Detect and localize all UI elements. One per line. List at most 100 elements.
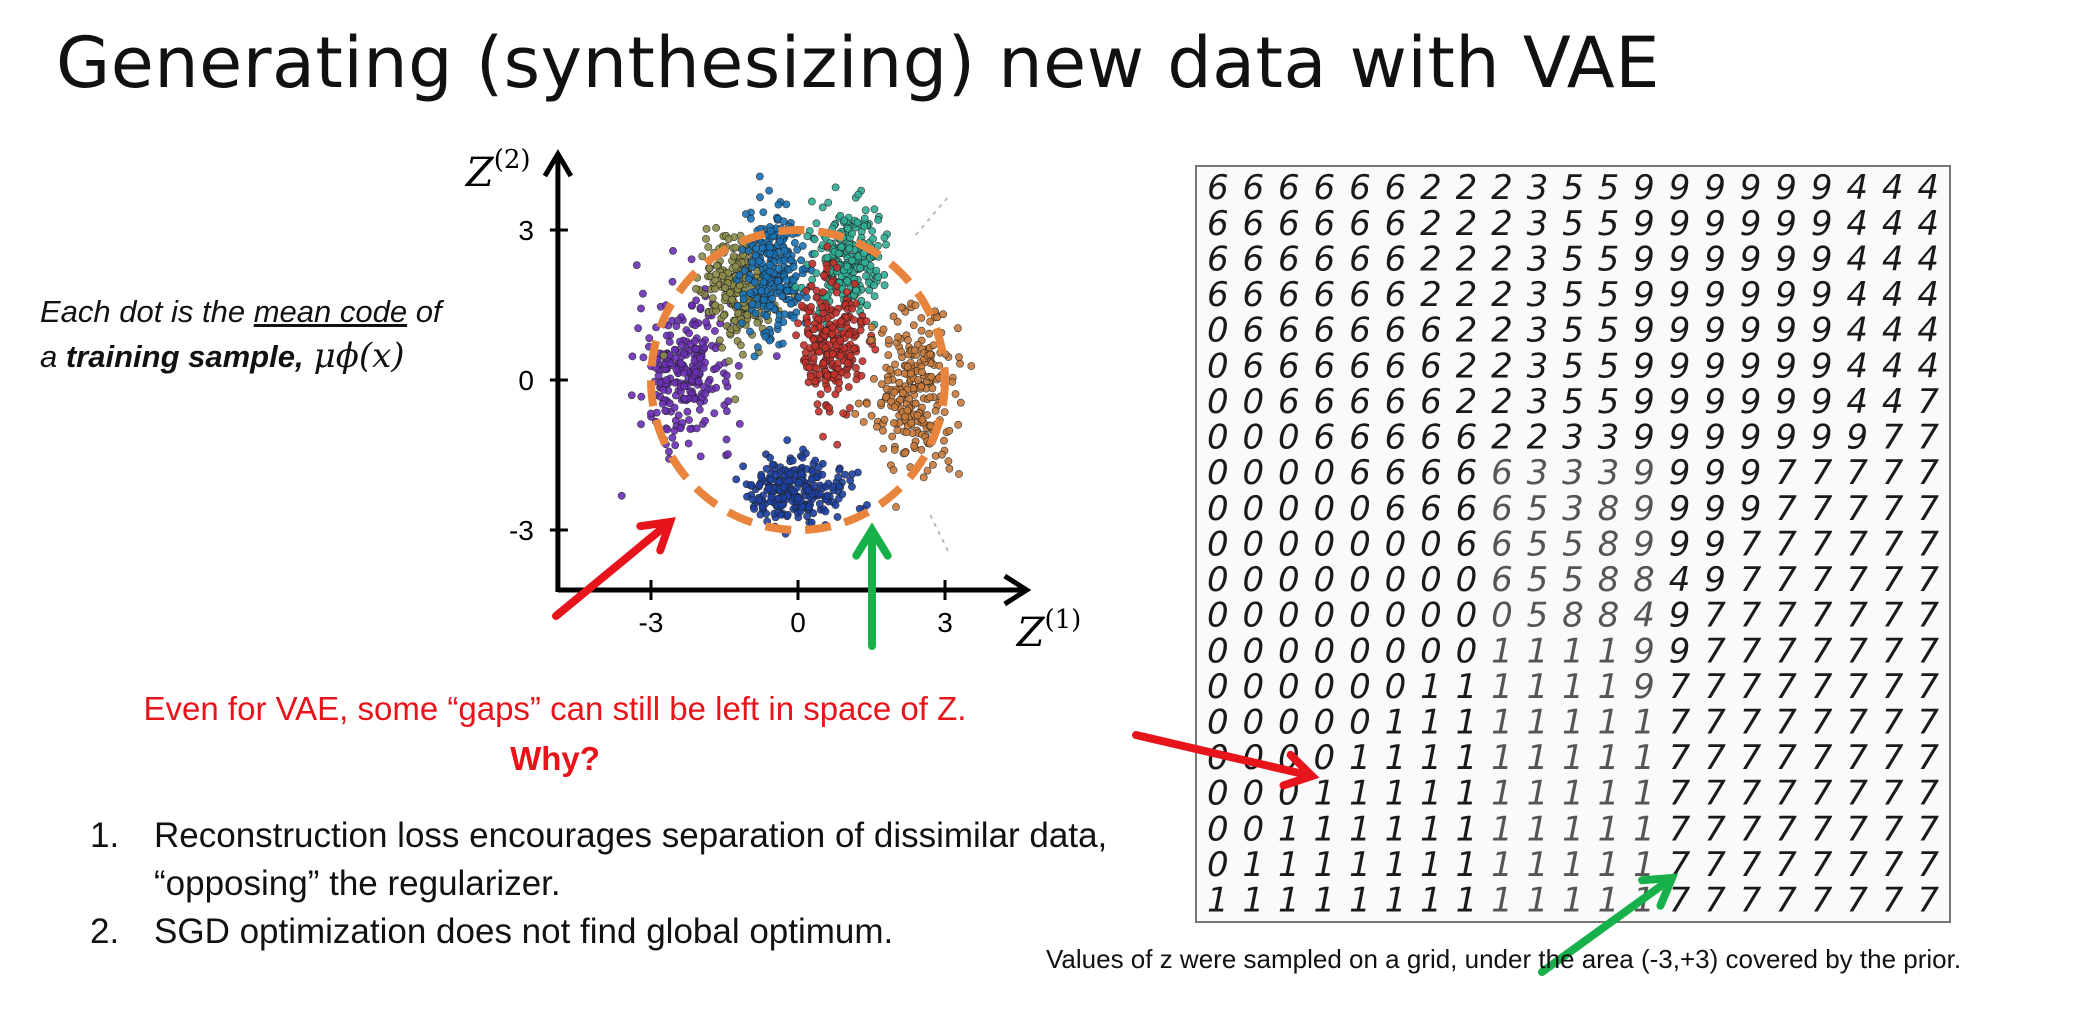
scatter-point bbox=[711, 301, 720, 310]
digit-cell: 6 bbox=[1349, 275, 1371, 315]
digit-cell: 7 bbox=[1740, 560, 1762, 600]
digit-cell: 7 bbox=[1775, 560, 1797, 600]
digit-cell: 9 bbox=[1669, 453, 1691, 493]
digit-cell: 3 bbox=[1527, 168, 1549, 208]
digit-cell: 3 bbox=[1527, 204, 1549, 244]
digit-cell: 5 bbox=[1598, 168, 1620, 208]
digit-cell: 0 bbox=[1207, 489, 1229, 529]
scatter-point bbox=[754, 343, 762, 352]
digit-cell: 6 bbox=[1242, 168, 1264, 208]
digit-cell: 0 bbox=[1242, 453, 1264, 493]
scatter-point bbox=[680, 382, 689, 391]
digit-cell: 9 bbox=[1775, 239, 1797, 279]
scatter-point bbox=[692, 424, 701, 433]
digit-cell: 0 bbox=[1313, 524, 1335, 564]
scatter-point bbox=[692, 284, 700, 293]
scatter-point bbox=[736, 341, 745, 350]
digit-cell: 9 bbox=[1633, 489, 1655, 529]
digit-cell: 6 bbox=[1207, 204, 1229, 244]
digit-cell: 7 bbox=[1846, 631, 1868, 671]
digit-cell: 0 bbox=[1313, 453, 1335, 493]
digit-cell: 0 bbox=[1313, 560, 1335, 600]
digit-cell: 8 bbox=[1598, 596, 1620, 636]
scatter-point bbox=[750, 352, 759, 361]
digit-cell: 9 bbox=[1811, 382, 1833, 422]
scatter-point bbox=[768, 294, 777, 303]
digit-cell: 6 bbox=[1313, 168, 1335, 208]
scatter-point bbox=[731, 262, 740, 271]
digit-cell: 7 bbox=[1811, 774, 1833, 814]
note-line-1: Each dot is the mean code of bbox=[40, 290, 442, 334]
digit-cell: 2 bbox=[1456, 311, 1478, 351]
digit-cell: 2 bbox=[1456, 382, 1478, 422]
digit-cell: 7 bbox=[1846, 774, 1868, 814]
digit-cell: 9 bbox=[1775, 346, 1797, 386]
digit-cell: 4 bbox=[1846, 204, 1868, 244]
digit-cell: 2 bbox=[1491, 346, 1513, 386]
digit-cell: 2 bbox=[1456, 168, 1478, 208]
digit-cell: 1 bbox=[1420, 809, 1442, 849]
scatter-point bbox=[735, 271, 744, 280]
scatter-point bbox=[701, 389, 710, 398]
scatter-point bbox=[712, 270, 720, 279]
scatter-point bbox=[658, 399, 667, 408]
digit-cell: 9 bbox=[1633, 275, 1655, 315]
digit-cell: 1 bbox=[1420, 845, 1442, 885]
digit-cell: 5 bbox=[1562, 311, 1584, 351]
digit-cell: 1 bbox=[1527, 774, 1549, 814]
digit-cell: 3 bbox=[1527, 382, 1549, 422]
digit-cell: 9 bbox=[1740, 453, 1762, 493]
digit-cell: 1 bbox=[1562, 809, 1584, 849]
digit-cell: 7 bbox=[1811, 809, 1833, 849]
scatter-point bbox=[680, 394, 689, 403]
scatter-point bbox=[692, 368, 700, 377]
scatter-point bbox=[684, 439, 693, 448]
digit-cell: 1 bbox=[1491, 809, 1513, 849]
digit-cell: 7 bbox=[1846, 560, 1868, 600]
scatter-point bbox=[639, 353, 648, 362]
scatter-point bbox=[756, 193, 764, 202]
digit-cell: 7 bbox=[1882, 667, 1904, 707]
scatter-point bbox=[645, 334, 654, 343]
scatter-point bbox=[725, 357, 733, 365]
digit-cell: 4 bbox=[1882, 239, 1904, 279]
digit-cell: 0 bbox=[1242, 524, 1264, 564]
digit-cell: 4 bbox=[1882, 168, 1904, 208]
scatter-point bbox=[687, 255, 696, 264]
digit-cell: 7 bbox=[1811, 667, 1833, 707]
note-prefix: Each dot is the bbox=[40, 294, 254, 329]
digit-cell: 1 bbox=[1562, 774, 1584, 814]
digit-cell: 0 bbox=[1420, 596, 1442, 636]
digit-cell: 9 bbox=[1740, 275, 1762, 315]
digit-cell: 7 bbox=[1882, 418, 1904, 458]
scatter-point bbox=[696, 452, 705, 461]
scatter-point bbox=[637, 420, 645, 429]
digit-cell: 5 bbox=[1598, 239, 1620, 279]
digit-cell: 7 bbox=[1846, 809, 1868, 849]
digit-cell: 3 bbox=[1562, 453, 1584, 493]
digit-cell: 6 bbox=[1207, 239, 1229, 279]
digit-cell: 9 bbox=[1633, 346, 1655, 386]
digit-cell: 0 bbox=[1278, 631, 1300, 671]
digit-cell: 7 bbox=[1846, 596, 1868, 636]
digit-cell: 0 bbox=[1207, 382, 1229, 422]
digit-cell: 1 bbox=[1633, 703, 1655, 743]
digit-cell: 5 bbox=[1562, 382, 1584, 422]
digit-cell: 7 bbox=[1882, 774, 1904, 814]
digit-cell: 1 bbox=[1598, 809, 1620, 849]
digit-cell: 0 bbox=[1420, 524, 1442, 564]
digit-cell: 6 bbox=[1313, 382, 1335, 422]
digit-cell: 1 bbox=[1313, 881, 1335, 921]
digit-cell: 1 bbox=[1562, 703, 1584, 743]
digit-grid-cells: 6 6 6 6 6 6 2 2 2 3 5 5 9 9 9 9 9 9 4 4 46 6 6 6 6 6 2 2 2 3 5 5 9 9 9 9 9 9 4… bbox=[1207, 168, 1939, 920]
scatter-point bbox=[671, 441, 680, 450]
digit-cell: 9 bbox=[1633, 418, 1655, 458]
digit-cell: 6 bbox=[1420, 418, 1442, 458]
digit-cell: 9 bbox=[1633, 453, 1655, 493]
digit-cell: 6 bbox=[1313, 204, 1335, 244]
digit-cell: 7 bbox=[1669, 703, 1691, 743]
digit-cell: 0 bbox=[1207, 703, 1229, 743]
digit-cell: 7 bbox=[1917, 524, 1939, 564]
digit-cell: 0 bbox=[1385, 524, 1407, 564]
